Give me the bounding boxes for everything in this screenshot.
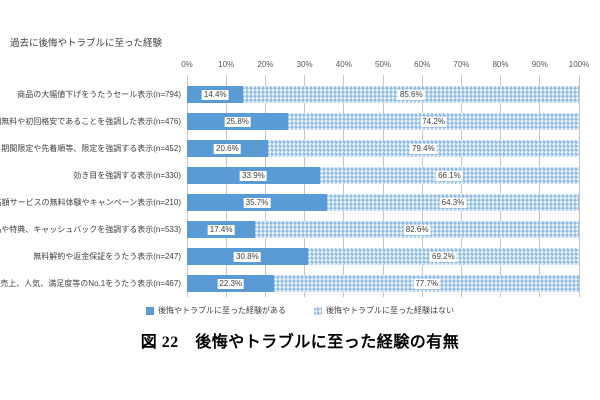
tick-label: 10% [218, 60, 235, 69]
category-label: 期間限定や先着順等、限定を強調する表示(n=452) [1, 144, 181, 153]
plot-area: 14.4% 85.6% 25.8% 74.2% 20.6% 79.4% 33.9% 66.1%… [186, 75, 580, 297]
gridline [304, 75, 306, 297]
chart-title: 過去に後悔やトラブルに至った経験 [10, 38, 163, 49]
value-label-no-experience: 82.6% [403, 224, 431, 235]
axis-tick-labels: 0% 10% 20% 30% 40% 50% 60% 70% 80% 90% 100% [181, 60, 589, 72]
legend-label: 後悔やトラブルに至った経験がある [158, 306, 286, 315]
gridline [500, 75, 502, 297]
value-label-has-experience: 25.8% [224, 116, 251, 127]
value-label-has-experience: 30.8% [234, 251, 261, 262]
figure-caption: 図 22 後悔やトラブルに至った経験の有無 [140, 334, 460, 351]
tick-label: 40% [335, 60, 352, 69]
legend-swatch-hatch-icon [314, 306, 322, 315]
bar-row: 22.3% 77.7% [187, 275, 579, 292]
tick-label: 70% [453, 60, 470, 69]
bar-row: 33.9% 66.1% [187, 167, 579, 184]
bar-row: 20.6% 79.4% [187, 140, 579, 157]
tick-label: 60% [414, 60, 431, 69]
gridline [539, 75, 541, 297]
category-labels: 商品の大幅値下げをうたうセール表示(n=794) 初回無料や初回格安であることを強… [0, 75, 184, 297]
tick-label: 100% [568, 60, 590, 69]
gridline [421, 75, 423, 297]
legend-item: 後悔やトラブルに至った経験はない [314, 305, 454, 316]
gridline [382, 75, 384, 297]
bar-row: 25.8% 74.2% [187, 113, 579, 130]
value-label-no-experience: 66.1% [436, 170, 463, 181]
value-label-no-experience: 74.2% [420, 116, 447, 127]
bar-row: 17.4% 82.6% [187, 221, 579, 238]
value-label-has-experience: 14.4% [201, 89, 229, 100]
value-label-has-experience: 33.9% [240, 170, 267, 181]
value-label-no-experience: 85.6% [397, 89, 425, 100]
category-label: 景品や特典、キャッシュバックを強調する表示(n=533) [0, 225, 181, 234]
category-label: 無料解約や返金保証をうたう表示(n=247) [33, 252, 181, 261]
bar-row: 30.8% 69.2% [187, 248, 579, 265]
tick-label: 50% [374, 60, 392, 69]
tick-label: 0% [181, 60, 193, 69]
gridline [186, 75, 188, 297]
category-label: 商品の大幅値下げをうたうセール表示(n=794) [17, 90, 181, 99]
bar-row: 14.4% 85.6% [187, 86, 579, 103]
gridline [343, 75, 345, 297]
tick-label: 20% [257, 60, 274, 69]
gridline [225, 75, 227, 297]
value-label-no-experience: 79.4% [410, 143, 437, 154]
value-label-no-experience: 64.3% [439, 197, 467, 208]
category-label: 効き目を強調する表示(n=330) [73, 171, 181, 180]
value-label-has-experience: 17.4% [207, 224, 235, 235]
value-label-has-experience: 35.7% [243, 197, 271, 208]
legend-item: 後悔やトラブルに至った経験がある [146, 305, 286, 316]
legend-swatch-solid-icon [146, 306, 154, 315]
value-label-has-experience: 20.6% [214, 143, 241, 154]
legend: 後悔やトラブルに至った経験がある 後悔やトラブルに至った経験はない [0, 305, 600, 316]
bar-row: 35.7% 64.3% [187, 194, 579, 211]
legend-label: 後悔やトラブルに至った経験はない [326, 306, 454, 315]
gridline [264, 75, 266, 297]
tick-label: 90% [531, 60, 548, 69]
value-label-no-experience: 69.2% [430, 251, 457, 262]
gridline [578, 75, 580, 297]
value-label-no-experience: 77.7% [413, 278, 441, 289]
category-label: 高額サービスの無料体験やキャンペーン表示(n=210) [0, 198, 181, 207]
category-label: 売上、人気、満足度等のNo.1をうたう表示(n=467) [0, 279, 181, 288]
tick-label: 80% [492, 60, 509, 69]
tick-label: 30% [296, 60, 313, 69]
gridline [460, 75, 462, 297]
category-label: 初回無料や初回格安であることを強調した表示(n=476) [0, 117, 181, 126]
value-label-has-experience: 22.3% [217, 278, 245, 289]
